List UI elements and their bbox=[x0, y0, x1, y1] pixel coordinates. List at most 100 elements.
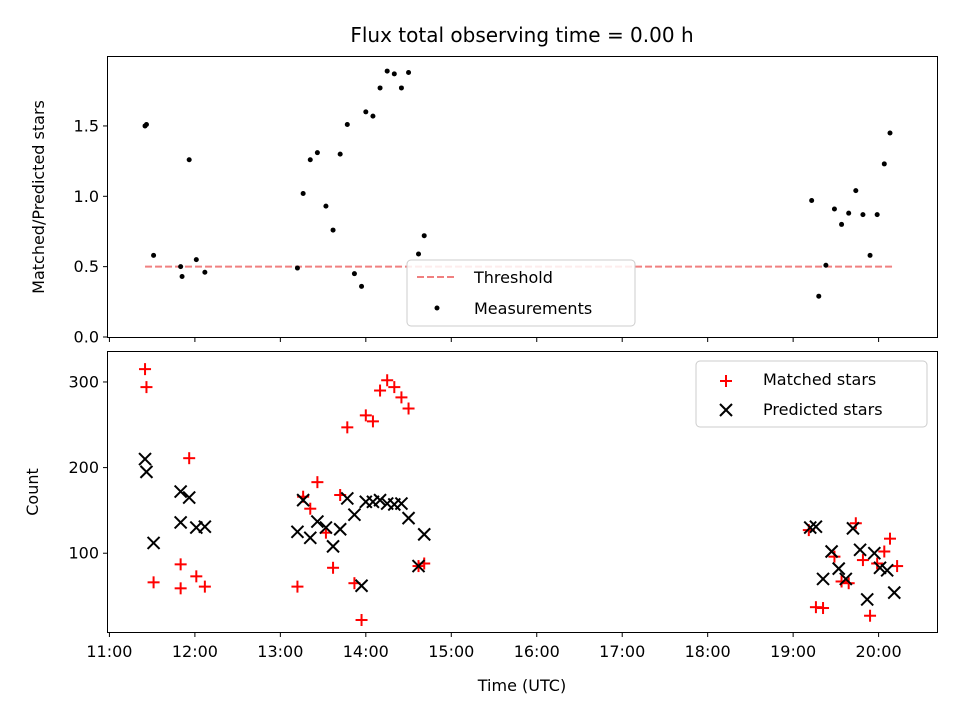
predicted-star-marker bbox=[319, 520, 333, 535]
measurement-point bbox=[398, 85, 404, 91]
measurements-legend-label: Measurements bbox=[474, 299, 592, 318]
y-tick-label: 0.5 bbox=[74, 257, 99, 276]
ratio-legend-box bbox=[406, 259, 636, 327]
count-legend: Matched stars Predicted stars bbox=[695, 360, 928, 428]
x-axis-label: Time (UTC) bbox=[477, 676, 566, 695]
measurement-point bbox=[143, 122, 149, 128]
count-panel: Count Time (UTC) 100 200 300 11:00 12:00 13:0… bbox=[23, 351, 938, 695]
matched-star-marker bbox=[842, 577, 855, 590]
predicted-star-marker bbox=[333, 522, 347, 536]
x-tick-label: 14:00 bbox=[343, 642, 389, 661]
predicted-star-marker bbox=[198, 519, 212, 534]
measurement-point bbox=[823, 262, 829, 268]
ratio-axes-frame bbox=[107, 56, 938, 338]
predicted-star-marker bbox=[803, 520, 817, 535]
measurement-point bbox=[406, 69, 412, 75]
predicted-star-marker bbox=[354, 579, 369, 593]
measurement-point bbox=[179, 273, 185, 279]
matched-star-marker bbox=[327, 561, 340, 574]
predicted-star-marker bbox=[417, 527, 431, 542]
measurement-point bbox=[351, 271, 357, 277]
predicted-star-marker bbox=[138, 452, 152, 466]
matched-star-marker bbox=[359, 409, 372, 422]
count-y-axis-label: Count bbox=[23, 468, 42, 516]
measurement-point bbox=[853, 188, 859, 194]
matched-star-marker bbox=[395, 391, 408, 404]
y-tick-label: 1.5 bbox=[74, 116, 99, 135]
measurement-point bbox=[816, 293, 822, 299]
matched-star-marker bbox=[198, 580, 211, 593]
matched-star-marker bbox=[183, 452, 196, 465]
matched-star-marker bbox=[291, 580, 304, 593]
y-tick-label: 0.0 bbox=[74, 328, 99, 347]
predicted-star-marker bbox=[326, 539, 340, 554]
measurement-point bbox=[867, 252, 873, 258]
matched-legend-label: Matched stars bbox=[763, 370, 876, 389]
measurement-point bbox=[384, 68, 390, 74]
count-axes-frame bbox=[107, 351, 938, 633]
predicted-star-marker bbox=[411, 559, 426, 573]
matched-star-marker bbox=[341, 421, 354, 434]
predicted-star-marker bbox=[867, 546, 882, 560]
measurement-point bbox=[314, 150, 320, 156]
x-tick-label: 17:00 bbox=[599, 642, 645, 661]
matched-star-marker bbox=[366, 415, 379, 428]
x-tick-label: 11:00 bbox=[86, 642, 132, 661]
ratio-y-axis-label: Matched/Predicted stars bbox=[29, 100, 48, 294]
measurement-point bbox=[363, 109, 369, 115]
x-tick-label: 16:00 bbox=[514, 642, 560, 661]
predicted-star-marker bbox=[310, 514, 325, 529]
matched-star-marker bbox=[835, 575, 848, 588]
predicted-legend-swatch bbox=[719, 403, 733, 417]
predicted-star-marker bbox=[182, 490, 196, 505]
matched-star-marker bbox=[883, 532, 896, 545]
measurement-point bbox=[330, 227, 336, 233]
measurement-point bbox=[421, 233, 427, 239]
y-tick-label: 200 bbox=[68, 458, 99, 477]
predicted-star-marker bbox=[173, 484, 188, 499]
measurement-point bbox=[887, 130, 893, 136]
matched-star-marker bbox=[174, 582, 187, 595]
matched-star-marker bbox=[355, 614, 368, 627]
measurement-point bbox=[344, 122, 350, 128]
ratio-axis-ticks: 0.0 0.5 1.0 1.5 bbox=[74, 116, 880, 347]
y-tick-label: 300 bbox=[68, 372, 99, 391]
measurement-point bbox=[416, 251, 422, 257]
chart-title: Flux total observing time = 0.00 h bbox=[350, 23, 693, 47]
matched-star-marker bbox=[174, 558, 187, 571]
x-tick-label: 15:00 bbox=[428, 642, 474, 661]
predicted-star-marker bbox=[839, 572, 853, 586]
matched-star-marker bbox=[140, 381, 153, 394]
predicted-star-marker bbox=[146, 536, 161, 550]
predicted-star-marker bbox=[880, 563, 894, 578]
predicted-star-marker bbox=[173, 515, 188, 530]
predicted-star-marker bbox=[303, 531, 317, 545]
matched-star-marker bbox=[190, 570, 203, 583]
measurement-point bbox=[831, 206, 837, 212]
matched-star-marker bbox=[304, 502, 317, 515]
predicted-star-marker bbox=[373, 493, 387, 507]
matched-star-marker bbox=[147, 576, 160, 589]
count-axis-ticks: 100 200 300 11:00 12:00 13:00 14:00 15:00 16:00 1… bbox=[68, 372, 901, 661]
measurement-point bbox=[186, 157, 192, 163]
threshold-legend-label: Threshold bbox=[473, 268, 553, 287]
predicted-star-marker bbox=[290, 525, 305, 539]
predicted-star-marker bbox=[401, 511, 416, 525]
measurement-point bbox=[151, 252, 157, 258]
measurement-point bbox=[860, 212, 866, 218]
predicted-star-marker bbox=[824, 544, 839, 559]
predicted-star-marker bbox=[394, 496, 409, 511]
matched-star-marker bbox=[388, 381, 401, 394]
measurement-point bbox=[202, 269, 208, 275]
matched-star-marker bbox=[878, 545, 891, 558]
matched-legend-swatch bbox=[720, 375, 732, 387]
matched-star-marker bbox=[139, 363, 152, 376]
matched-star-marker bbox=[374, 384, 387, 397]
measurement-point bbox=[300, 190, 306, 196]
ratio-panel: Flux total observing time = 0.00 h Match… bbox=[29, 23, 938, 347]
measurement-point bbox=[370, 113, 376, 119]
predicted-star-marker bbox=[860, 592, 874, 607]
measurement-point bbox=[809, 198, 815, 204]
predicted-star-marker bbox=[816, 572, 830, 586]
